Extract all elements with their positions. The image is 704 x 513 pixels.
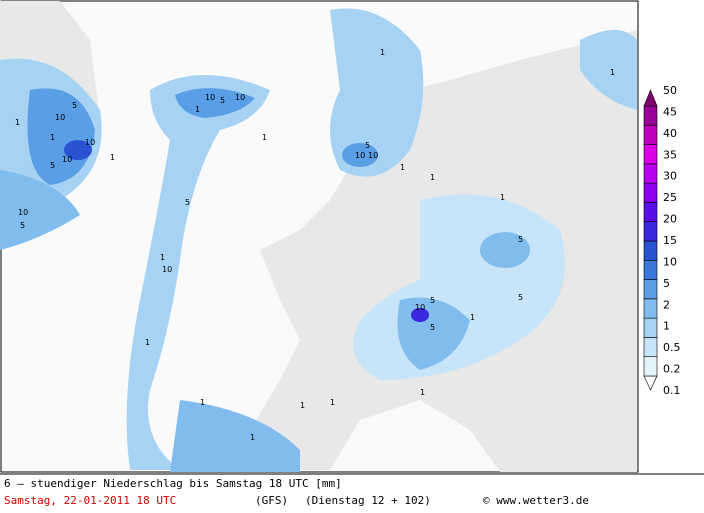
precip — [175, 88, 255, 118]
colorbar-swatch — [643, 105, 658, 126]
colorbar-arrow — [643, 375, 658, 391]
colorbar-swatch — [643, 240, 658, 261]
contour-label: 1 — [470, 313, 475, 322]
contour-label: 5 — [50, 161, 55, 170]
precip-band — [126, 75, 271, 470]
contour-label: 1 — [330, 398, 335, 407]
contour-label: 5 — [72, 101, 77, 110]
precip — [27, 88, 95, 185]
contour-label: 5 — [365, 141, 370, 150]
contour-label: 1 — [50, 133, 55, 142]
colorbar-swatch — [643, 124, 658, 145]
contour-label: 1 — [200, 398, 205, 407]
precip — [342, 143, 378, 167]
colorbar-label: 0.1 — [663, 384, 681, 397]
colorbar-swatch — [643, 337, 658, 358]
colorbar-label: 25 — [663, 191, 677, 204]
caption-credit: © www.wetter3.de — [483, 494, 589, 507]
colorbar-label: 5 — [663, 277, 670, 290]
precip — [64, 140, 92, 160]
map — [0, 0, 639, 473]
colorbar-swatch — [643, 202, 658, 223]
colorbar-label: 10 — [663, 255, 677, 268]
contour-label: 10 — [62, 155, 72, 164]
colorbar-swatch — [643, 259, 658, 280]
colorbar-swatch — [643, 317, 658, 338]
contour-label: 1 — [430, 173, 435, 182]
colorbar-swatch — [643, 279, 658, 300]
contour-label: 5 — [518, 293, 523, 302]
contour-label: 1 — [610, 68, 615, 77]
precip — [330, 8, 424, 177]
contour-label: 5 — [20, 221, 25, 230]
contour-label: 1 — [195, 105, 200, 114]
contour-label: 10 — [55, 113, 65, 122]
contour-label: 10 — [368, 151, 378, 160]
contour-label: 1 — [262, 133, 267, 142]
colorbar-swatch — [643, 221, 658, 242]
contour-label: 10 — [205, 93, 215, 102]
precip — [480, 232, 530, 268]
caption-run: (Dienstag 12 + 102) — [305, 494, 431, 507]
contour-label: 1 — [145, 338, 150, 347]
contour-label: 10 — [85, 138, 95, 147]
contour-label: 1 — [400, 163, 405, 172]
contour-label: 1 — [110, 153, 115, 162]
colorbar-label: 30 — [663, 170, 677, 183]
colorbar-label: 0.2 — [663, 363, 681, 376]
contour-label: 1 — [300, 401, 305, 410]
colorbar-label: 15 — [663, 234, 677, 247]
colorbar-swatch — [643, 298, 658, 319]
precip — [411, 308, 429, 322]
contour-label: 1 — [420, 388, 425, 397]
contour-label: 10 — [162, 265, 172, 274]
colorbar-label: 0.5 — [663, 341, 681, 354]
contour-label: 1 — [500, 193, 505, 202]
contour-label: 1 — [160, 253, 165, 262]
contour-label: 5 — [185, 198, 190, 207]
colorbar-label: 35 — [663, 148, 677, 161]
precip — [580, 30, 637, 110]
colorbar-swatch — [643, 356, 658, 377]
contour-label: 1 — [250, 433, 255, 442]
colorbar-label: 1 — [663, 320, 670, 333]
colorbar-label: 40 — [663, 127, 677, 140]
contour-label: 5 — [220, 96, 225, 105]
contour-label: 1 — [380, 48, 385, 57]
contour-label: 10 — [355, 151, 365, 160]
caption-title: 6 – stuendiger Niederschlag bis Samstag … — [4, 477, 342, 490]
contour-label: 10 — [18, 208, 28, 217]
precip — [0, 170, 80, 250]
contour-label: 10 — [415, 303, 425, 312]
contour-label: 10 — [235, 93, 245, 102]
colorbar-label: 50 — [663, 84, 677, 97]
colorbar-label: 2 — [663, 298, 670, 311]
caption-date: Samstag, 22-01-2011 18 UTC — [4, 494, 176, 507]
colorbar-label: 45 — [663, 105, 677, 118]
colorbar-arrow — [643, 89, 658, 107]
contour-label: 1 — [15, 118, 20, 127]
contour-label: 5 — [430, 296, 435, 305]
colorbar-swatch — [643, 163, 658, 184]
caption-model: (GFS) — [255, 494, 288, 507]
colorbar-swatch — [643, 182, 658, 203]
precip — [170, 400, 300, 472]
contour-label: 5 — [430, 323, 435, 332]
colorbar-label: 20 — [663, 213, 677, 226]
colorbar-swatch — [643, 144, 658, 165]
contour-label: 5 — [518, 235, 523, 244]
